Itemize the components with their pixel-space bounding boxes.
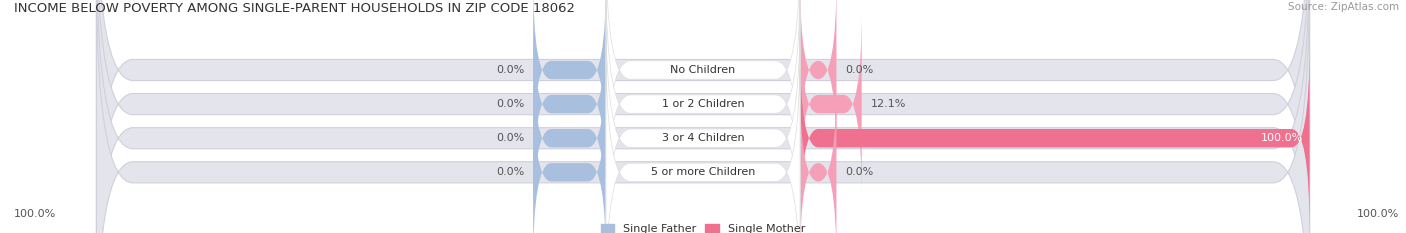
Text: 12.1%: 12.1% — [870, 99, 905, 109]
Text: 0.0%: 0.0% — [496, 99, 524, 109]
Text: 0.0%: 0.0% — [845, 167, 873, 177]
Text: 0.0%: 0.0% — [496, 167, 524, 177]
FancyBboxPatch shape — [800, 45, 1309, 231]
Text: 1 or 2 Children: 1 or 2 Children — [662, 99, 744, 109]
FancyBboxPatch shape — [533, 79, 606, 233]
FancyBboxPatch shape — [97, 0, 1309, 233]
Text: Source: ZipAtlas.com: Source: ZipAtlas.com — [1288, 2, 1399, 12]
FancyBboxPatch shape — [800, 79, 837, 233]
FancyBboxPatch shape — [97, 0, 1309, 233]
FancyBboxPatch shape — [800, 11, 862, 197]
FancyBboxPatch shape — [800, 0, 837, 163]
Text: INCOME BELOW POVERTY AMONG SINGLE-PARENT HOUSEHOLDS IN ZIP CODE 18062: INCOME BELOW POVERTY AMONG SINGLE-PARENT… — [14, 2, 575, 15]
FancyBboxPatch shape — [533, 11, 606, 197]
Text: 0.0%: 0.0% — [496, 65, 524, 75]
FancyBboxPatch shape — [97, 0, 1309, 233]
Text: 100.0%: 100.0% — [1261, 133, 1303, 143]
Text: 100.0%: 100.0% — [1357, 209, 1399, 219]
FancyBboxPatch shape — [606, 0, 800, 197]
FancyBboxPatch shape — [606, 11, 800, 233]
Text: No Children: No Children — [671, 65, 735, 75]
Text: 3 or 4 Children: 3 or 4 Children — [662, 133, 744, 143]
Text: 100.0%: 100.0% — [14, 209, 56, 219]
Text: 0.0%: 0.0% — [496, 133, 524, 143]
Text: 0.0%: 0.0% — [845, 65, 873, 75]
FancyBboxPatch shape — [606, 45, 800, 233]
Text: 5 or more Children: 5 or more Children — [651, 167, 755, 177]
Legend: Single Father, Single Mother: Single Father, Single Mother — [600, 224, 806, 233]
FancyBboxPatch shape — [533, 45, 606, 231]
FancyBboxPatch shape — [533, 0, 606, 163]
FancyBboxPatch shape — [97, 0, 1309, 233]
FancyBboxPatch shape — [606, 0, 800, 231]
